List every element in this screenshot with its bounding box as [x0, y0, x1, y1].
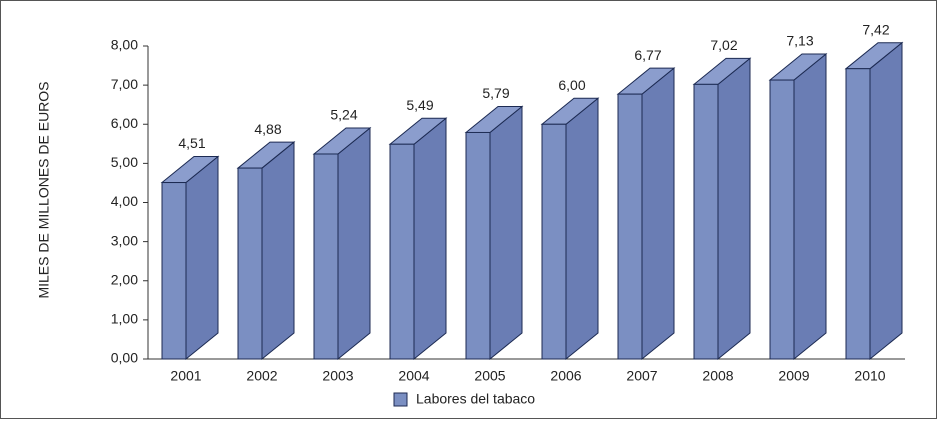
x-tick-label: 2008: [702, 368, 733, 384]
bar-side: [337, 126, 371, 361]
y-tick-label: 8,00: [111, 37, 138, 53]
bar-side: [261, 141, 295, 361]
bar: [465, 131, 491, 360]
y-tick-label: 0,00: [111, 350, 138, 366]
y-tick-label: 5,00: [111, 154, 138, 170]
legend-swatch: [393, 392, 408, 407]
x-tick-label: 2007: [626, 368, 657, 384]
y-tick-label: 6,00: [111, 115, 138, 131]
legend-label: Labores del tabaco: [416, 391, 535, 407]
x-tick-label: 2001: [170, 368, 201, 384]
x-tick-label: 2004: [398, 368, 429, 384]
bar: [845, 68, 871, 360]
y-tick-label: 7,00: [111, 76, 138, 92]
value-label: 4,88: [254, 121, 281, 137]
value-label: 7,02: [710, 37, 737, 53]
value-label: 5,49: [406, 97, 433, 113]
bar-side: [489, 105, 523, 361]
bar: [313, 153, 339, 360]
bar: [693, 83, 719, 360]
x-tick-label: 2010: [854, 368, 885, 384]
bar: [541, 123, 567, 360]
bar-side: [793, 52, 827, 361]
value-label: 4,51: [178, 135, 205, 151]
bar-side: [185, 155, 219, 361]
bar-side: [413, 117, 447, 361]
bar: [237, 167, 263, 360]
bar-side: [565, 97, 599, 361]
bar: [161, 182, 187, 360]
bar-side: [717, 57, 751, 361]
value-label: 5,79: [482, 85, 509, 101]
bar: [617, 93, 643, 360]
x-tick-label: 2009: [778, 368, 809, 384]
bar-side: [641, 67, 675, 361]
x-tick-label: 2006: [550, 368, 581, 384]
y-tick-label: 1,00: [111, 311, 138, 327]
bar: [769, 79, 795, 360]
y-axis-label: MILES DE MILLONES DE EUROS: [36, 81, 52, 298]
x-tick-label: 2005: [474, 368, 505, 384]
value-label: 5,24: [330, 107, 357, 123]
value-label: 7,13: [786, 33, 813, 49]
bar-side: [869, 41, 903, 361]
value-label: 6,77: [634, 47, 661, 63]
y-tick-label: 2,00: [111, 271, 138, 287]
value-label: 6,00: [558, 77, 585, 93]
bar: [389, 143, 415, 360]
value-label: 7,42: [862, 21, 889, 37]
y-tick-label: 3,00: [111, 232, 138, 248]
x-tick-label: 2002: [246, 368, 277, 384]
y-tick-label: 4,00: [111, 193, 138, 209]
x-tick-label: 2003: [322, 368, 353, 384]
